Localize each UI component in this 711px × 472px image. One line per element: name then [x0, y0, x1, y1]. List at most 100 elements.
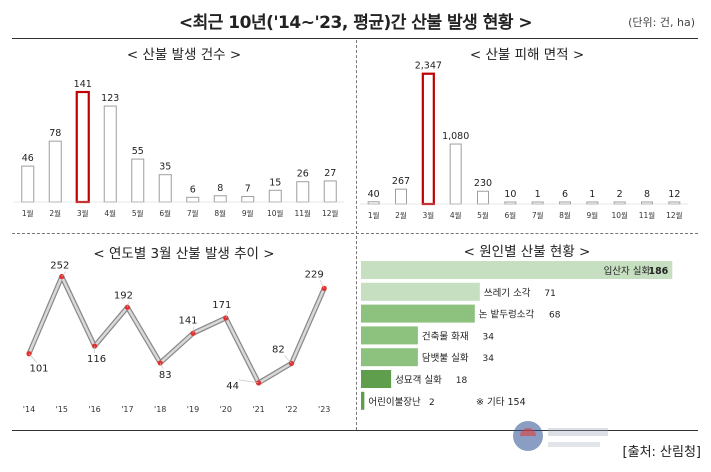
- monthly-count-chart: 46 1월 78 2월 141 3월 123 4월 55 5월 35 6월 6 7월 8 8월 7 9월 15 10월…: [14, 79, 344, 218]
- data-label: 55: [132, 146, 144, 157]
- data-label: 18: [456, 376, 468, 386]
- data-point: [223, 315, 229, 321]
- bar: [361, 391, 365, 410]
- vertical-divider: [356, 40, 357, 430]
- bar: [158, 174, 172, 203]
- label-leader: [61, 271, 67, 277]
- bar: [103, 105, 117, 203]
- other-note: ※ 기타 154: [476, 397, 526, 408]
- page-title: <최근 10년('14~'23, 평균)간 산불 발생 현황 >: [178, 13, 533, 33]
- tick-label: '19: [187, 405, 199, 414]
- data-label: 123: [101, 93, 119, 104]
- tick-label: 6월: [159, 208, 171, 218]
- data-label: 40: [368, 189, 380, 200]
- tick-label: 2월: [395, 210, 407, 220]
- bar: [75, 90, 90, 204]
- tick-label: 5월: [132, 208, 144, 218]
- data-label: 252: [50, 261, 69, 272]
- middle-divider: [12, 233, 698, 234]
- top-divider: [12, 38, 698, 39]
- category-label: 논 밭두렁소각: [479, 309, 535, 321]
- tick-label: 1월: [368, 210, 380, 220]
- data-label: 34: [483, 332, 495, 342]
- tick-label: 3월: [77, 208, 89, 218]
- bar: [323, 180, 337, 203]
- bar: [48, 140, 62, 203]
- tick-label: 7월: [532, 210, 544, 220]
- cause-title: < 원인별 산불 현황 >: [463, 244, 591, 260]
- category-label: 성묘객 실화: [395, 375, 442, 386]
- bar: [361, 326, 418, 345]
- label-leader: [192, 326, 195, 334]
- data-label: 116: [87, 354, 106, 365]
- data-label: 15: [269, 177, 281, 188]
- label-leader: [225, 310, 229, 319]
- tick-label: 3월: [422, 210, 434, 220]
- tick-label: 12월: [322, 208, 339, 218]
- monthly-count-title: < 산불 발생 건수 >: [126, 47, 242, 63]
- label-leader: [284, 355, 292, 364]
- series-line-shadow: [26, 274, 327, 386]
- data-label: 2,347: [415, 61, 442, 72]
- data-label: 267: [392, 176, 410, 187]
- data-label: 141: [178, 315, 197, 326]
- label-leader: [238, 379, 259, 384]
- data-label: 34: [483, 354, 495, 364]
- category-label: 쓰레기 소각: [484, 287, 531, 299]
- bar: [241, 196, 255, 203]
- tick-label: 5월: [477, 210, 489, 220]
- data-point: [190, 330, 196, 336]
- bar: [421, 72, 435, 206]
- data-point: [256, 380, 262, 386]
- tick-label: '20: [220, 405, 232, 414]
- data-label: 192: [114, 290, 133, 301]
- data-label: 8: [217, 183, 223, 194]
- tick-label: 12월: [666, 210, 683, 220]
- data-label: 82: [272, 344, 285, 355]
- data-label: 26: [297, 169, 309, 180]
- data-label: 229: [305, 269, 324, 280]
- tick-label: 11월: [639, 210, 656, 220]
- tick-label: 11월: [295, 208, 312, 218]
- tick-label: '22: [285, 405, 297, 414]
- tick-label: '21: [252, 405, 264, 414]
- data-label: 44: [226, 381, 239, 392]
- source-note: [출처: 산림청]: [622, 445, 701, 460]
- category-label: 담뱃불 실화: [422, 352, 469, 364]
- tick-label: '14: [23, 405, 35, 414]
- tick-label: 10월: [267, 208, 284, 218]
- monthly-area-title: < 산불 피해 면적 >: [469, 47, 585, 63]
- series-line: [27, 275, 326, 385]
- tick-label: '15: [56, 405, 68, 414]
- bar: [477, 190, 489, 205]
- bar: [449, 143, 462, 205]
- monthly-area-chart: 40 1월 267 2월 2,347 3월 1,080 4월 230 5월 10 6월 1 7월 6 8월 1 9…: [360, 61, 688, 220]
- category-label: 건축물 화재: [422, 331, 469, 342]
- tick-label: 4월: [104, 208, 116, 218]
- bar: [367, 201, 380, 205]
- watermark-logo: [513, 421, 608, 451]
- data-label: 1: [589, 189, 595, 200]
- tick-label: 8월: [214, 208, 226, 218]
- data-label: 46: [22, 153, 34, 164]
- bar: [131, 158, 145, 203]
- tick-label: '17: [121, 405, 133, 414]
- bar: [395, 188, 407, 205]
- data-label: 10: [504, 189, 516, 200]
- bar: [361, 370, 392, 388]
- bottom-divider: [12, 430, 698, 431]
- tick-label: '16: [88, 405, 100, 414]
- label-leader: [319, 280, 325, 289]
- data-label: 6: [562, 189, 568, 200]
- march-trend-title: < 연도별 3월 산불 발생 추이 >: [93, 246, 275, 262]
- data-label: 1: [535, 189, 541, 200]
- bar: [268, 189, 282, 203]
- data-point: [321, 285, 327, 291]
- tick-label: 1월: [22, 208, 34, 218]
- data-label: 27: [324, 168, 336, 179]
- data-label: 1,080: [442, 131, 469, 142]
- tick-label: 10월: [611, 210, 628, 220]
- data-label: 35: [159, 162, 171, 173]
- tick-label: 9월: [586, 210, 598, 220]
